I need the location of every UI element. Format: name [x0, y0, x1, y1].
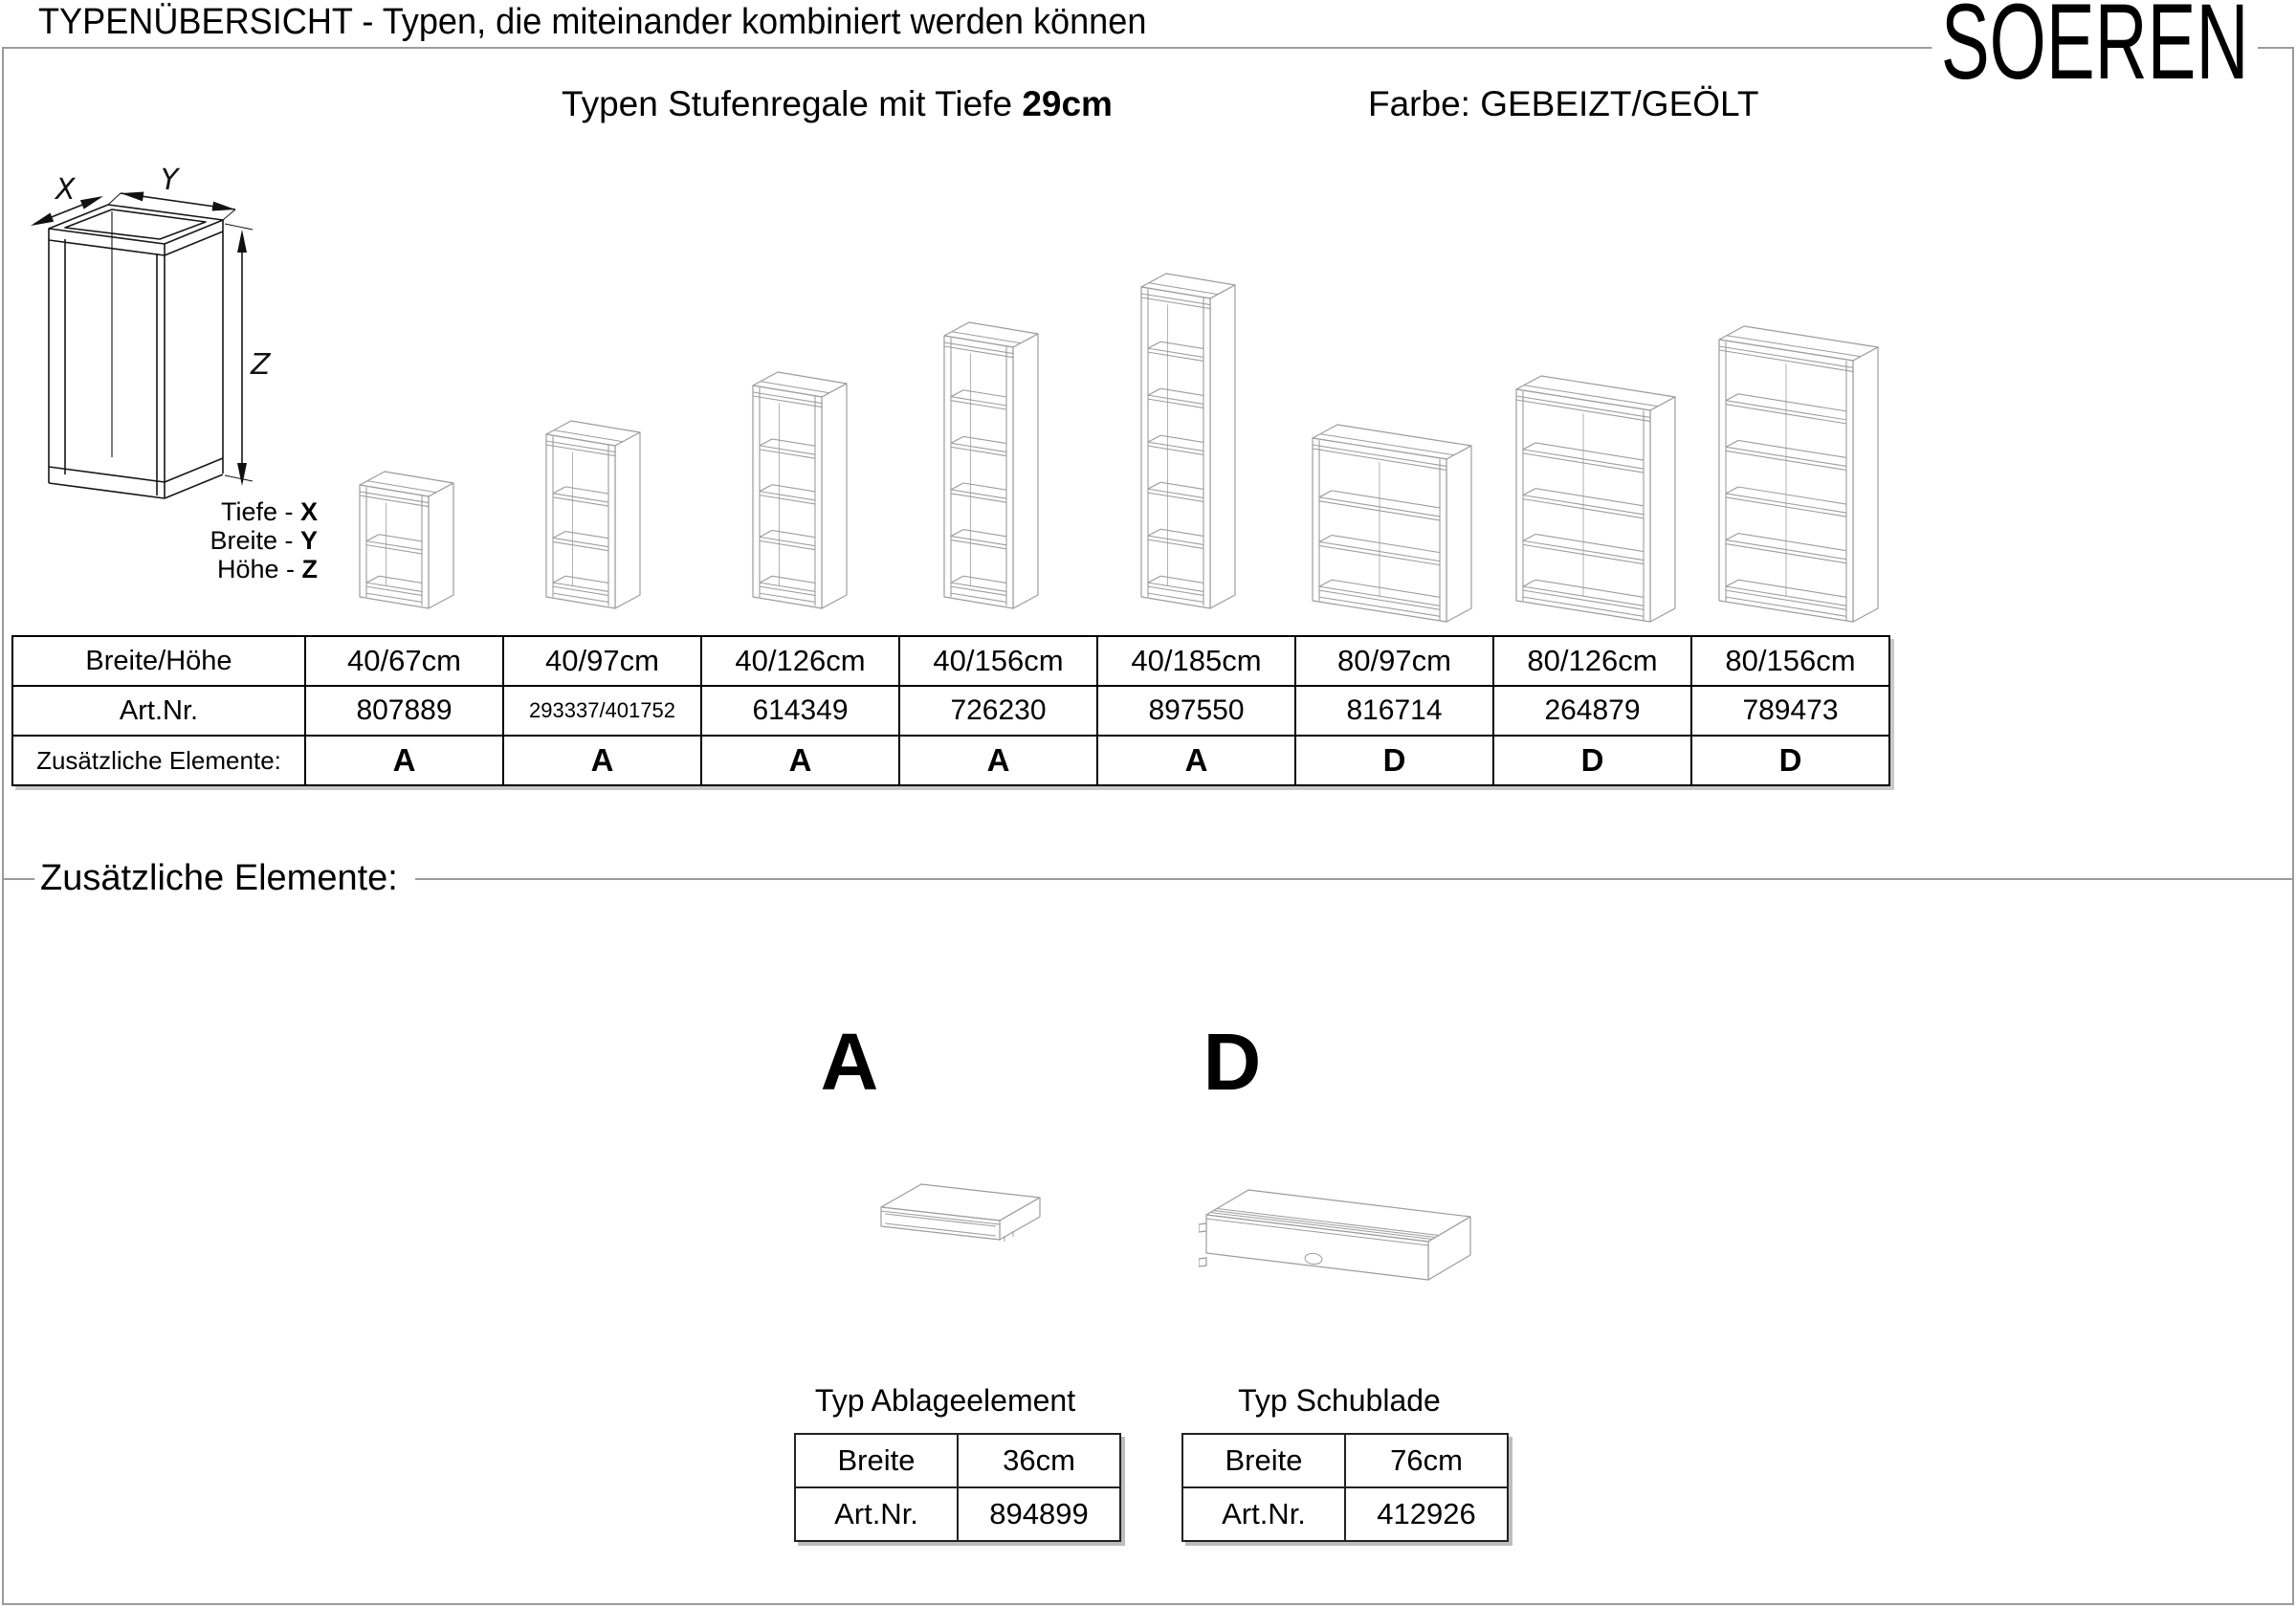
- artnr-value: 412926: [1344, 1486, 1509, 1542]
- artnr-cell: 789473: [1690, 685, 1890, 737]
- subtitle: Typen Stufenregale mit Tiefe 29cm: [402, 84, 1272, 124]
- table-row: Art.Nr. 412926: [1181, 1486, 1509, 1542]
- legend-line-hoehe: Höhe - Z: [216, 555, 318, 583]
- shelf-drawing-40-156cm: [942, 320, 1040, 610]
- dimension-diagram-icon: X Y Z: [31, 164, 272, 499]
- color-label: Farbe: GEBEIZT/GEÖLT: [1368, 84, 1759, 123]
- extras-heading: Zusätzliche Elemente:: [34, 858, 415, 899]
- x-axis-label: X: [54, 173, 77, 207]
- page-border: [2, 47, 2294, 1605]
- ablageelement-table: Breite 36cm Art.Nr. 894899: [794, 1433, 1121, 1542]
- artnr-cell: 726230: [898, 685, 1098, 737]
- shelf-drawing-80-126cm: [1514, 374, 1677, 624]
- artnr-cell: 807889: [304, 685, 504, 737]
- table-row: Breite 76cm: [1181, 1433, 1509, 1488]
- element-a-letter: A: [820, 1017, 879, 1107]
- schublade-table: Breite 76cm Art.Nr. 412926: [1181, 1433, 1509, 1542]
- z-axis-label: Z: [250, 348, 272, 382]
- element-cell: D: [1294, 735, 1494, 786]
- artnr-cell: 816714: [1294, 685, 1494, 737]
- element-cell: D: [1690, 735, 1890, 786]
- shelf-drawing-80-156cm: [1717, 324, 1880, 624]
- dimension-legend: Tiefe - X Breite - Y Höhe - Z: [113, 497, 318, 583]
- ablageelement-title: Typ Ablageelement: [814, 1383, 1076, 1418]
- brand-logo: SOEREN: [1932, 0, 2258, 96]
- row-header-artnr: Art.Nr.: [11, 685, 306, 737]
- artnr-label: Art.Nr.: [794, 1486, 959, 1542]
- row-header-size: Breite/Höhe: [11, 635, 306, 687]
- element-cell: A: [898, 735, 1098, 786]
- types-table: Breite/Höhe 40/67cm 40/97cm 40/126cm 40/…: [11, 635, 1890, 786]
- artnr-value: 894899: [957, 1486, 1121, 1542]
- shelf-drawing-40-97cm: [544, 419, 642, 610]
- breite-label: Breite: [794, 1433, 959, 1488]
- y-axis-label: Y: [161, 164, 181, 197]
- size-cell: 40/126cm: [700, 635, 900, 687]
- element-cell: A: [502, 735, 702, 786]
- artnr-cell: 293337/401752: [502, 685, 702, 737]
- table-row-elements: Zusätzliche Elemente: A A A A A D D D: [11, 735, 1890, 786]
- legend-line-breite: Breite - Y: [210, 526, 318, 555]
- row-header-elements: Zusätzliche Elemente:: [11, 735, 306, 786]
- size-cell: 80/126cm: [1492, 635, 1692, 687]
- artnr-label: Art.Nr.: [1181, 1486, 1346, 1542]
- shelf-drawing-80-97cm: [1311, 423, 1473, 624]
- subtitle-text: Typen Stufenregale mit Tiefe: [562, 84, 1023, 123]
- extras-divider-line: [3, 878, 2292, 880]
- size-cell: 80/97cm: [1294, 635, 1494, 687]
- table-row: Breite 36cm: [794, 1433, 1121, 1488]
- size-cell: 40/67cm: [304, 635, 504, 687]
- element-cell: D: [1492, 735, 1692, 786]
- artnr-cell: 614349: [700, 685, 900, 737]
- shelf-drawing-40-126cm: [751, 370, 849, 610]
- artnr-cell: 897550: [1096, 685, 1296, 737]
- table-row-size: Breite/Höhe 40/67cm 40/97cm 40/126cm 40/…: [11, 635, 1890, 687]
- table-row: Art.Nr. 894899: [794, 1486, 1121, 1542]
- breite-value: 76cm: [1344, 1433, 1509, 1488]
- breite-value: 36cm: [957, 1433, 1121, 1488]
- element-cell: A: [700, 735, 900, 786]
- subtitle-depth-value: 29cm: [1022, 84, 1113, 123]
- table-row-artnr: Art.Nr. 807889 293337/401752 614349 7262…: [11, 685, 1890, 737]
- size-cell: 40/156cm: [898, 635, 1098, 687]
- dimension-arrowheads: [31, 191, 247, 486]
- size-cell: 80/156cm: [1690, 635, 1890, 687]
- breite-label: Breite: [1181, 1433, 1346, 1488]
- schublade-title: Typ Schublade: [1238, 1383, 1441, 1418]
- element-cell: A: [1096, 735, 1296, 786]
- shelf-drawing-40-67cm: [358, 470, 455, 610]
- page-title: TYPENÜBERSICHT - Typen, die miteinander …: [38, 2, 1147, 42]
- schublade-drawing: [1199, 1189, 1471, 1281]
- size-cell: 40/97cm: [502, 635, 702, 687]
- ablageelement-drawing: [880, 1183, 1041, 1242]
- size-cell: 40/185cm: [1096, 635, 1296, 687]
- element-cell: A: [304, 735, 504, 786]
- shelf-drawing-40-185cm: [1139, 272, 1237, 610]
- artnr-cell: 264879: [1492, 685, 1692, 737]
- element-d-letter: D: [1203, 1017, 1262, 1107]
- legend-line-tiefe: Tiefe - X: [220, 497, 318, 526]
